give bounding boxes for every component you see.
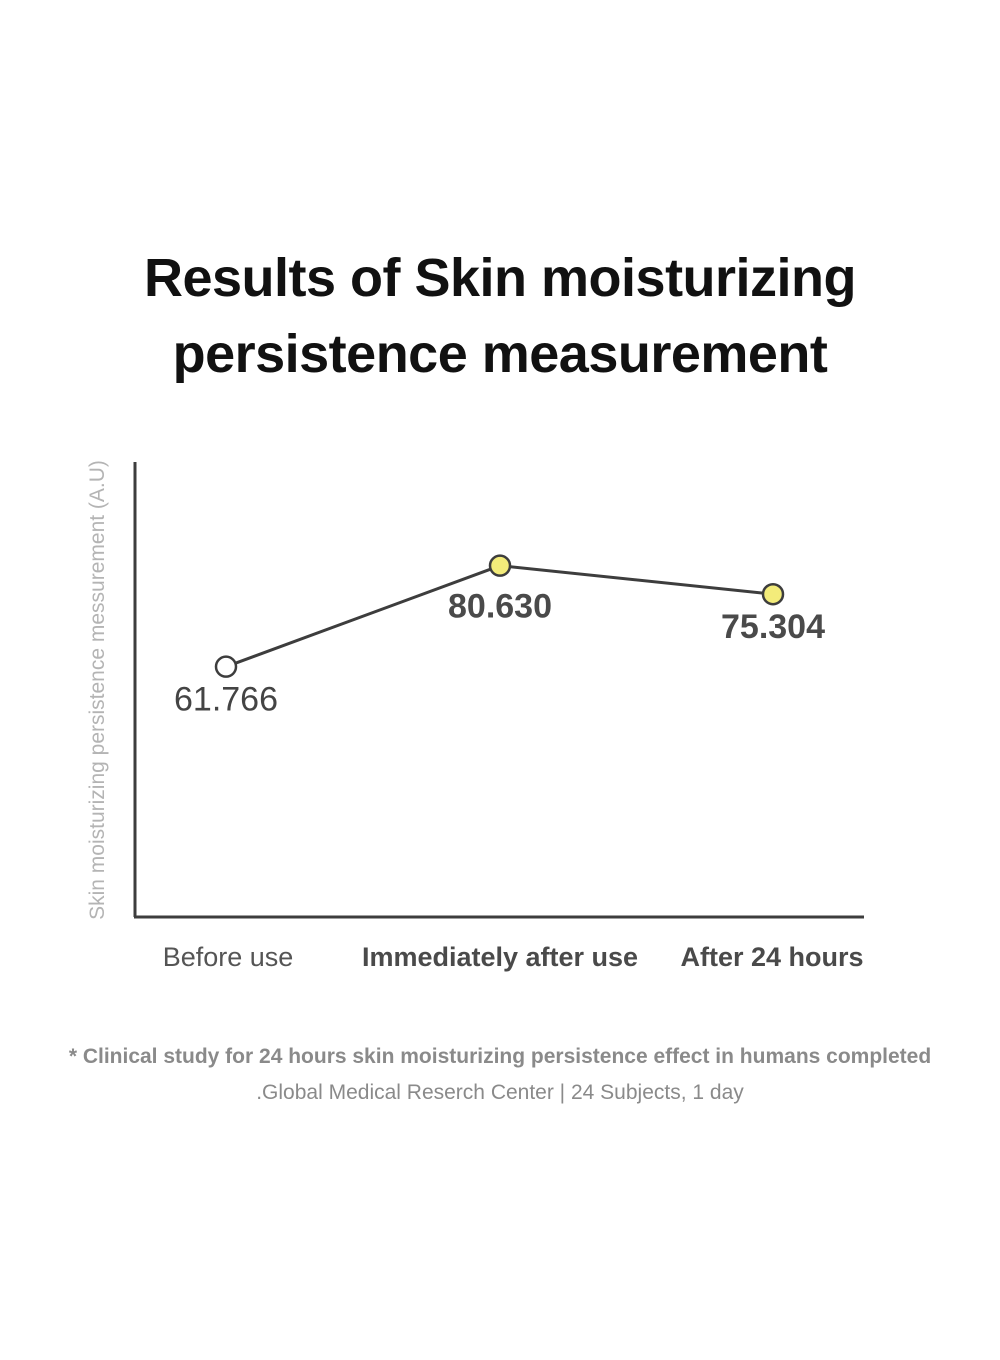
series-line: [225, 564, 774, 669]
footnote-source: .Global Medical Reserch Center | 24 Subj…: [256, 1081, 744, 1104]
x-tick-label: Before use: [163, 942, 294, 972]
data-point: [761, 582, 785, 606]
series-layer: 61.766 Before use 80.630 Immediately after …: [163, 554, 864, 972]
x-tick-label: After 24 hours: [680, 942, 863, 972]
data-label: 75.304: [721, 608, 825, 646]
data-label: 80.630: [448, 588, 552, 626]
chart-title-line-1: Results of Skin moisturizing: [143, 248, 857, 308]
chart-title-line-2: persistence measurement: [172, 324, 828, 384]
data-label: 61.766: [174, 681, 278, 719]
data-point: [214, 655, 238, 678]
footnote-study: * Clinical study for 24 hours skin moist…: [68, 1045, 932, 1068]
x-tick-label: Immediately after use: [362, 942, 638, 972]
data-point: [488, 554, 512, 577]
y-axis-label: Skin moisturizing persistence messuremen…: [86, 460, 109, 920]
